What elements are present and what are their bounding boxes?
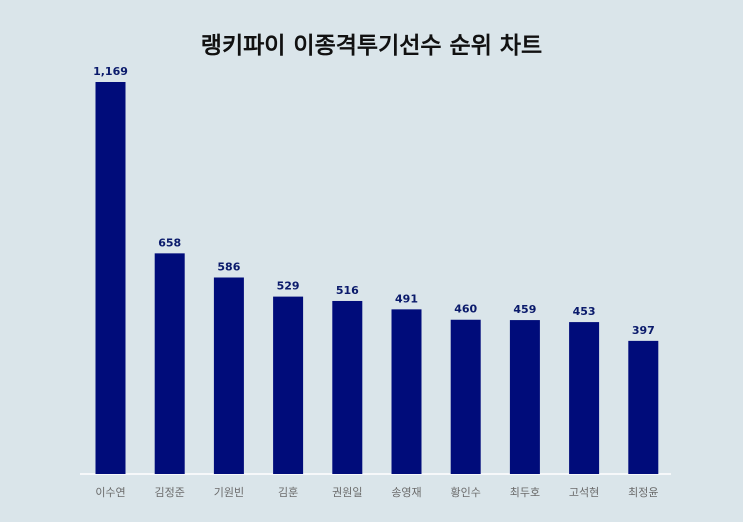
bar (391, 309, 422, 474)
x-tick-label: 기원빈 (214, 486, 244, 499)
bar (569, 322, 600, 474)
x-tick-label: 이수연 (95, 486, 125, 499)
bar-value-label: 453 (573, 305, 596, 318)
bar-value-label: 516 (336, 284, 359, 297)
bar-value-label: 586 (217, 260, 240, 273)
chart-title: 랭키파이 이종격투기선수 순위 차트 (200, 33, 543, 59)
bar (509, 320, 540, 474)
bar-value-label: 529 (277, 280, 300, 293)
bar-value-label: 460 (454, 303, 477, 316)
bar-value-label: 397 (632, 324, 655, 337)
bar (154, 253, 185, 474)
bar (332, 300, 363, 474)
x-tick-label: 최두호 (510, 486, 540, 499)
x-tick-label: 김정준 (155, 486, 185, 499)
x-tick-label: 권원일 (332, 485, 362, 499)
x-tick-label: 황인수 (451, 486, 481, 499)
bar-value-label: 459 (513, 303, 536, 316)
x-tick-label: 최정윤 (628, 486, 658, 499)
bar-value-label: 658 (158, 236, 181, 249)
bar (273, 296, 304, 474)
x-tick-label: 김훈 (278, 486, 298, 499)
bar (213, 277, 244, 474)
bar (95, 82, 126, 474)
x-tick-label: 고석현 (569, 486, 599, 499)
bar-value-label: 1,169 (93, 65, 128, 78)
bar-value-label: 491 (395, 292, 418, 305)
bar (628, 340, 659, 474)
x-tick-label: 송영재 (391, 486, 421, 499)
bar (450, 319, 481, 474)
